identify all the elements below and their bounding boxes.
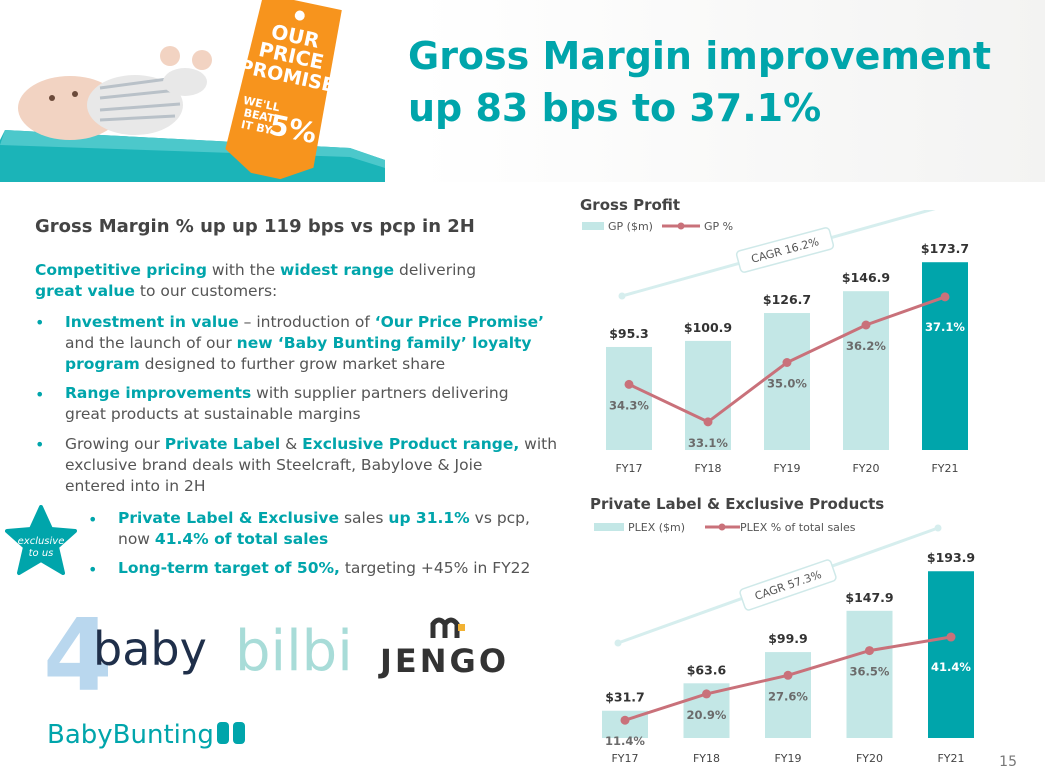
bullet-marker: •: [35, 435, 45, 454]
pct-label: 34.3%: [609, 398, 649, 412]
bullet-marker: •: [35, 385, 45, 404]
gross-profit-chart: GP ($m) GP % CAGR 16.2% $95.3FY17$100.9F…: [582, 210, 969, 475]
pct-point: [783, 670, 793, 680]
legend-plex-label: PLEX ($m): [628, 521, 685, 534]
tag-beat2: BEAT: [242, 106, 276, 125]
title-line1: Gross Margin improvement: [408, 34, 992, 78]
page-number: 15: [999, 754, 1017, 770]
bar-FY18: [685, 340, 731, 450]
pct-label: 36.2%: [846, 339, 886, 353]
category-label: FY18: [694, 462, 721, 475]
bullet-marker: •: [35, 313, 45, 332]
badge-line2: to us: [29, 548, 54, 559]
sub-bullet-target: Long-term target of 50%, targeting +45% …: [118, 559, 531, 577]
category-label: FY21: [937, 752, 964, 765]
category-label: FY20: [856, 752, 883, 765]
logo-4baby-text: baby: [93, 622, 207, 676]
category-label: FY20: [852, 462, 879, 475]
chart1-title: Gross Profit: [580, 196, 681, 214]
legend-plex-pct-label: PLEX % of total sales: [740, 521, 856, 534]
pct-label: 33.1%: [688, 436, 728, 450]
plex-chart: PLEX ($m) PLEX % of total sales CAGR 57.…: [594, 521, 975, 765]
bar-value-label: $193.9: [927, 550, 975, 565]
legend-gp-label: GP ($m): [608, 220, 653, 233]
bullet-investment: Investment in value – introduction of ‘O…: [65, 313, 545, 373]
sub-bullet-sales: Private Label & Exclusive sales up 31.1%…: [118, 509, 530, 548]
baby-promo-image: OUR PRICE PROMISE WE'LL BEAT IT BY 5%: [0, 0, 385, 182]
bar-FY19: [764, 313, 810, 450]
logo-bilbi: bilbi: [235, 619, 353, 684]
subheading: Gross Margin % up up 119 bps vs pcp in 2…: [35, 216, 475, 237]
exclusive-badge: exclusive to us: [5, 505, 77, 575]
chart2-title: Private Label & Exclusive Products: [590, 495, 885, 513]
bar-value-label: $31.7: [605, 690, 645, 705]
page-title: Gross Margin improvement up 83 bps to 37…: [408, 30, 991, 134]
logo-babybunting: BabyBunting: [47, 720, 214, 750]
pct-point: [940, 292, 950, 302]
hero-banner: OUR PRICE PROMISE WE'LL BEAT IT BY 5% Gr…: [0, 0, 1045, 182]
pct-point: [782, 358, 792, 367]
pct-point: [703, 417, 713, 427]
bar-value-label: $95.3: [609, 326, 649, 341]
pct-point: [865, 646, 874, 656]
pct-point: [620, 715, 630, 725]
pct-label: 11.4%: [605, 734, 645, 748]
logo-jengo: JENGO: [378, 642, 509, 680]
category-label: FY21: [931, 462, 958, 475]
category-label: FY19: [774, 752, 801, 765]
pct-label: 37.1%: [925, 320, 965, 334]
category-label: FY19: [773, 462, 800, 475]
bullet-marker: •: [88, 510, 98, 529]
logo-4baby-number: 4: [43, 600, 113, 714]
bar-FY20: [843, 291, 889, 450]
bar-value-label: $63.6: [687, 662, 727, 677]
bullet-range: Range improvements with supplier partner…: [65, 384, 509, 423]
bar-FY21: [922, 262, 968, 450]
pct-label: 35.0%: [767, 377, 807, 391]
bar-value-label: $126.7: [763, 292, 811, 307]
brand-logos: 4 baby bilbi JENGO BabyBunting: [43, 600, 509, 750]
legend-bar-swatch: [594, 523, 624, 531]
bullet-private-label: Growing our Private Label & Exclusive Pr…: [65, 435, 558, 495]
price-promise-tag: OUR PRICE PROMISE WE'LL BEAT IT BY 5%: [225, 0, 342, 180]
bar-FY17: [606, 346, 652, 450]
bar-FY19: [765, 652, 811, 738]
pct-label: 36.5%: [850, 665, 890, 679]
category-label: FY18: [693, 752, 720, 765]
bar-value-label: $100.9: [684, 320, 732, 335]
bar-value-label: $147.9: [845, 590, 893, 605]
bar-value-label: $146.9: [842, 270, 890, 285]
bar-value-label: $173.7: [921, 241, 969, 256]
pct-point: [624, 379, 634, 389]
bullet-marker: •: [88, 560, 98, 579]
bar-FY20: [846, 610, 893, 738]
title-line2: up 83 bps to 37.1%: [408, 86, 822, 130]
pct-label: 27.6%: [768, 689, 808, 703]
bar-value-label: $99.9: [768, 631, 808, 646]
pct-point: [861, 320, 871, 330]
bar-FY21: [928, 571, 974, 738]
category-label: FY17: [615, 462, 642, 475]
pct-label: 41.4%: [931, 660, 971, 674]
legend-gp-pct-label: GP %: [704, 220, 733, 233]
category-label: FY17: [611, 752, 638, 765]
pct-point: [946, 632, 956, 642]
intro-text: Competitive pricing with the widest rang…: [35, 261, 477, 300]
pct-label: 20.9%: [687, 708, 727, 722]
legend-bar-swatch: [582, 222, 604, 230]
pct-point: [702, 689, 711, 699]
badge-line1: exclusive: [18, 536, 65, 547]
